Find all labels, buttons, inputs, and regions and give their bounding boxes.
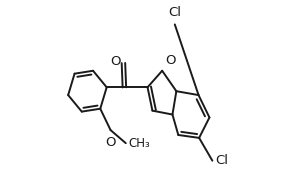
Text: Cl: Cl [215, 154, 228, 167]
Text: Cl: Cl [168, 6, 181, 19]
Text: O: O [110, 54, 121, 68]
Text: O: O [105, 136, 116, 149]
Text: O: O [166, 54, 176, 67]
Text: CH₃: CH₃ [129, 137, 150, 150]
